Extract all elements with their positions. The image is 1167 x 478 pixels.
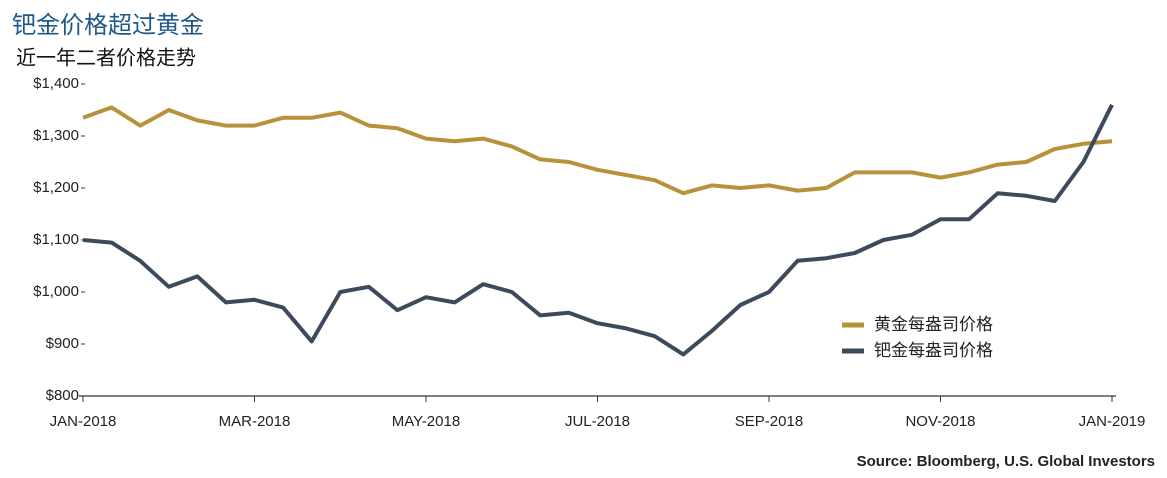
x-tick-label: JUL-2018 — [565, 413, 630, 430]
y-tick-label: $1,000 — [33, 283, 79, 300]
x-tick-label: MAR-2018 — [219, 413, 291, 430]
chart-subtitle: 近一年二者价格走势 — [16, 46, 196, 70]
y-tick-label: $900 — [46, 335, 79, 352]
x-tick-label: JAN-2019 — [1079, 413, 1146, 430]
y-tick-label: $1,100 — [33, 231, 79, 248]
legend-label: 黄金每盎司价格 — [874, 315, 993, 335]
x-tick-label: JAN-2018 — [50, 413, 117, 430]
series-line — [82, 103, 1114, 357]
legend-label: 钯金每盎司价格 — [874, 341, 993, 361]
chart-title: 钯金价格超过黄金 — [12, 11, 204, 39]
source: Source: Bloomberg, U.S. Global Investors — [857, 453, 1155, 470]
x-tick-label: SEP-2018 — [735, 413, 803, 430]
y-tick-label: $1,300 — [33, 127, 79, 144]
series-line — [82, 105, 1113, 196]
x-tick-label: MAY-2018 — [392, 413, 460, 430]
y-tick-label: $1,400 — [33, 75, 79, 92]
y-tick-label: $800 — [46, 387, 79, 404]
x-tick-label: NOV-2018 — [905, 413, 975, 430]
y-tick-label: $1,200 — [33, 179, 79, 196]
